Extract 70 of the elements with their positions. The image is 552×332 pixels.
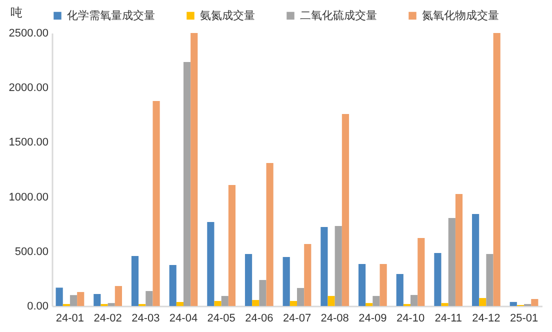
- bar: [320, 227, 328, 306]
- bar: [252, 300, 260, 306]
- bar: [455, 194, 463, 306]
- bar: [304, 244, 312, 306]
- bar: [366, 303, 373, 306]
- x-tick-label: 24-04: [169, 312, 198, 324]
- bar: [479, 298, 486, 306]
- y-tick-label: 1000.00: [8, 191, 48, 204]
- bar: [472, 214, 480, 306]
- bar: [510, 302, 517, 306]
- bar: [214, 300, 222, 306]
- bar: [228, 185, 236, 306]
- bar: [221, 296, 228, 306]
- bar: [486, 254, 494, 306]
- bar: [441, 303, 448, 306]
- bar: [434, 253, 442, 306]
- bar: [152, 101, 160, 306]
- y-tick-label: 2500.00: [8, 28, 48, 40]
- bar: [410, 294, 418, 306]
- bar: [342, 114, 350, 306]
- x-tick-label: 24-11: [434, 312, 462, 324]
- bar: [207, 222, 214, 306]
- x-tick-label: 24-12: [472, 312, 500, 324]
- bar: [190, 33, 198, 306]
- bar: [328, 296, 335, 306]
- bar: [259, 280, 266, 306]
- y-tick-label: 1500.00: [8, 136, 48, 149]
- y-tick-label: 2000.00: [8, 82, 48, 94]
- x-tick-label: 24-05: [207, 312, 236, 324]
- bar: [146, 291, 153, 306]
- bar: [108, 303, 115, 306]
- legend-label: 化学需氧量成交量: [67, 8, 155, 22]
- bar: [94, 294, 101, 306]
- bar: [77, 292, 84, 306]
- legend-label: 氨氮成交量: [200, 8, 255, 22]
- bar: [290, 300, 297, 306]
- bar: [358, 264, 366, 306]
- y-tick-label: 0.00: [27, 300, 48, 312]
- bar: [56, 288, 63, 306]
- x-tick-label: 24-06: [245, 312, 274, 324]
- x-tick-label: 24-03: [132, 312, 160, 324]
- bar: [531, 299, 538, 306]
- bar: [448, 218, 456, 306]
- bar: [131, 256, 139, 306]
- legend-label: 氮氧化物成交量: [422, 8, 499, 22]
- x-tick-label: 24-09: [358, 312, 387, 324]
- x-tick-label: 25-01: [510, 312, 538, 324]
- bar: [418, 238, 425, 306]
- bar: [176, 302, 184, 306]
- x-tick-label: 24-08: [320, 312, 349, 324]
- bar: [266, 162, 274, 306]
- bar: [372, 296, 380, 306]
- legend-label: 二氧化硫成交量: [300, 8, 377, 22]
- bar: [183, 62, 191, 306]
- bar: [114, 286, 122, 306]
- x-tick-label: 24-01: [56, 312, 84, 324]
- bar: [70, 295, 78, 306]
- bar: [297, 288, 304, 306]
- bar: [334, 226, 342, 306]
- x-tick-label: 24-10: [396, 312, 425, 324]
- bar: [244, 254, 252, 306]
- bar: [396, 274, 404, 306]
- x-tick-label: 24-07: [282, 312, 312, 324]
- bar: [493, 33, 500, 306]
- bar: [282, 256, 290, 306]
- bar: [169, 265, 176, 306]
- y-axis-title: 吨: [10, 6, 22, 20]
- y-tick-label: 500.00: [14, 246, 48, 258]
- bar: [380, 264, 387, 306]
- x-tick-label: 24-02: [94, 312, 122, 324]
